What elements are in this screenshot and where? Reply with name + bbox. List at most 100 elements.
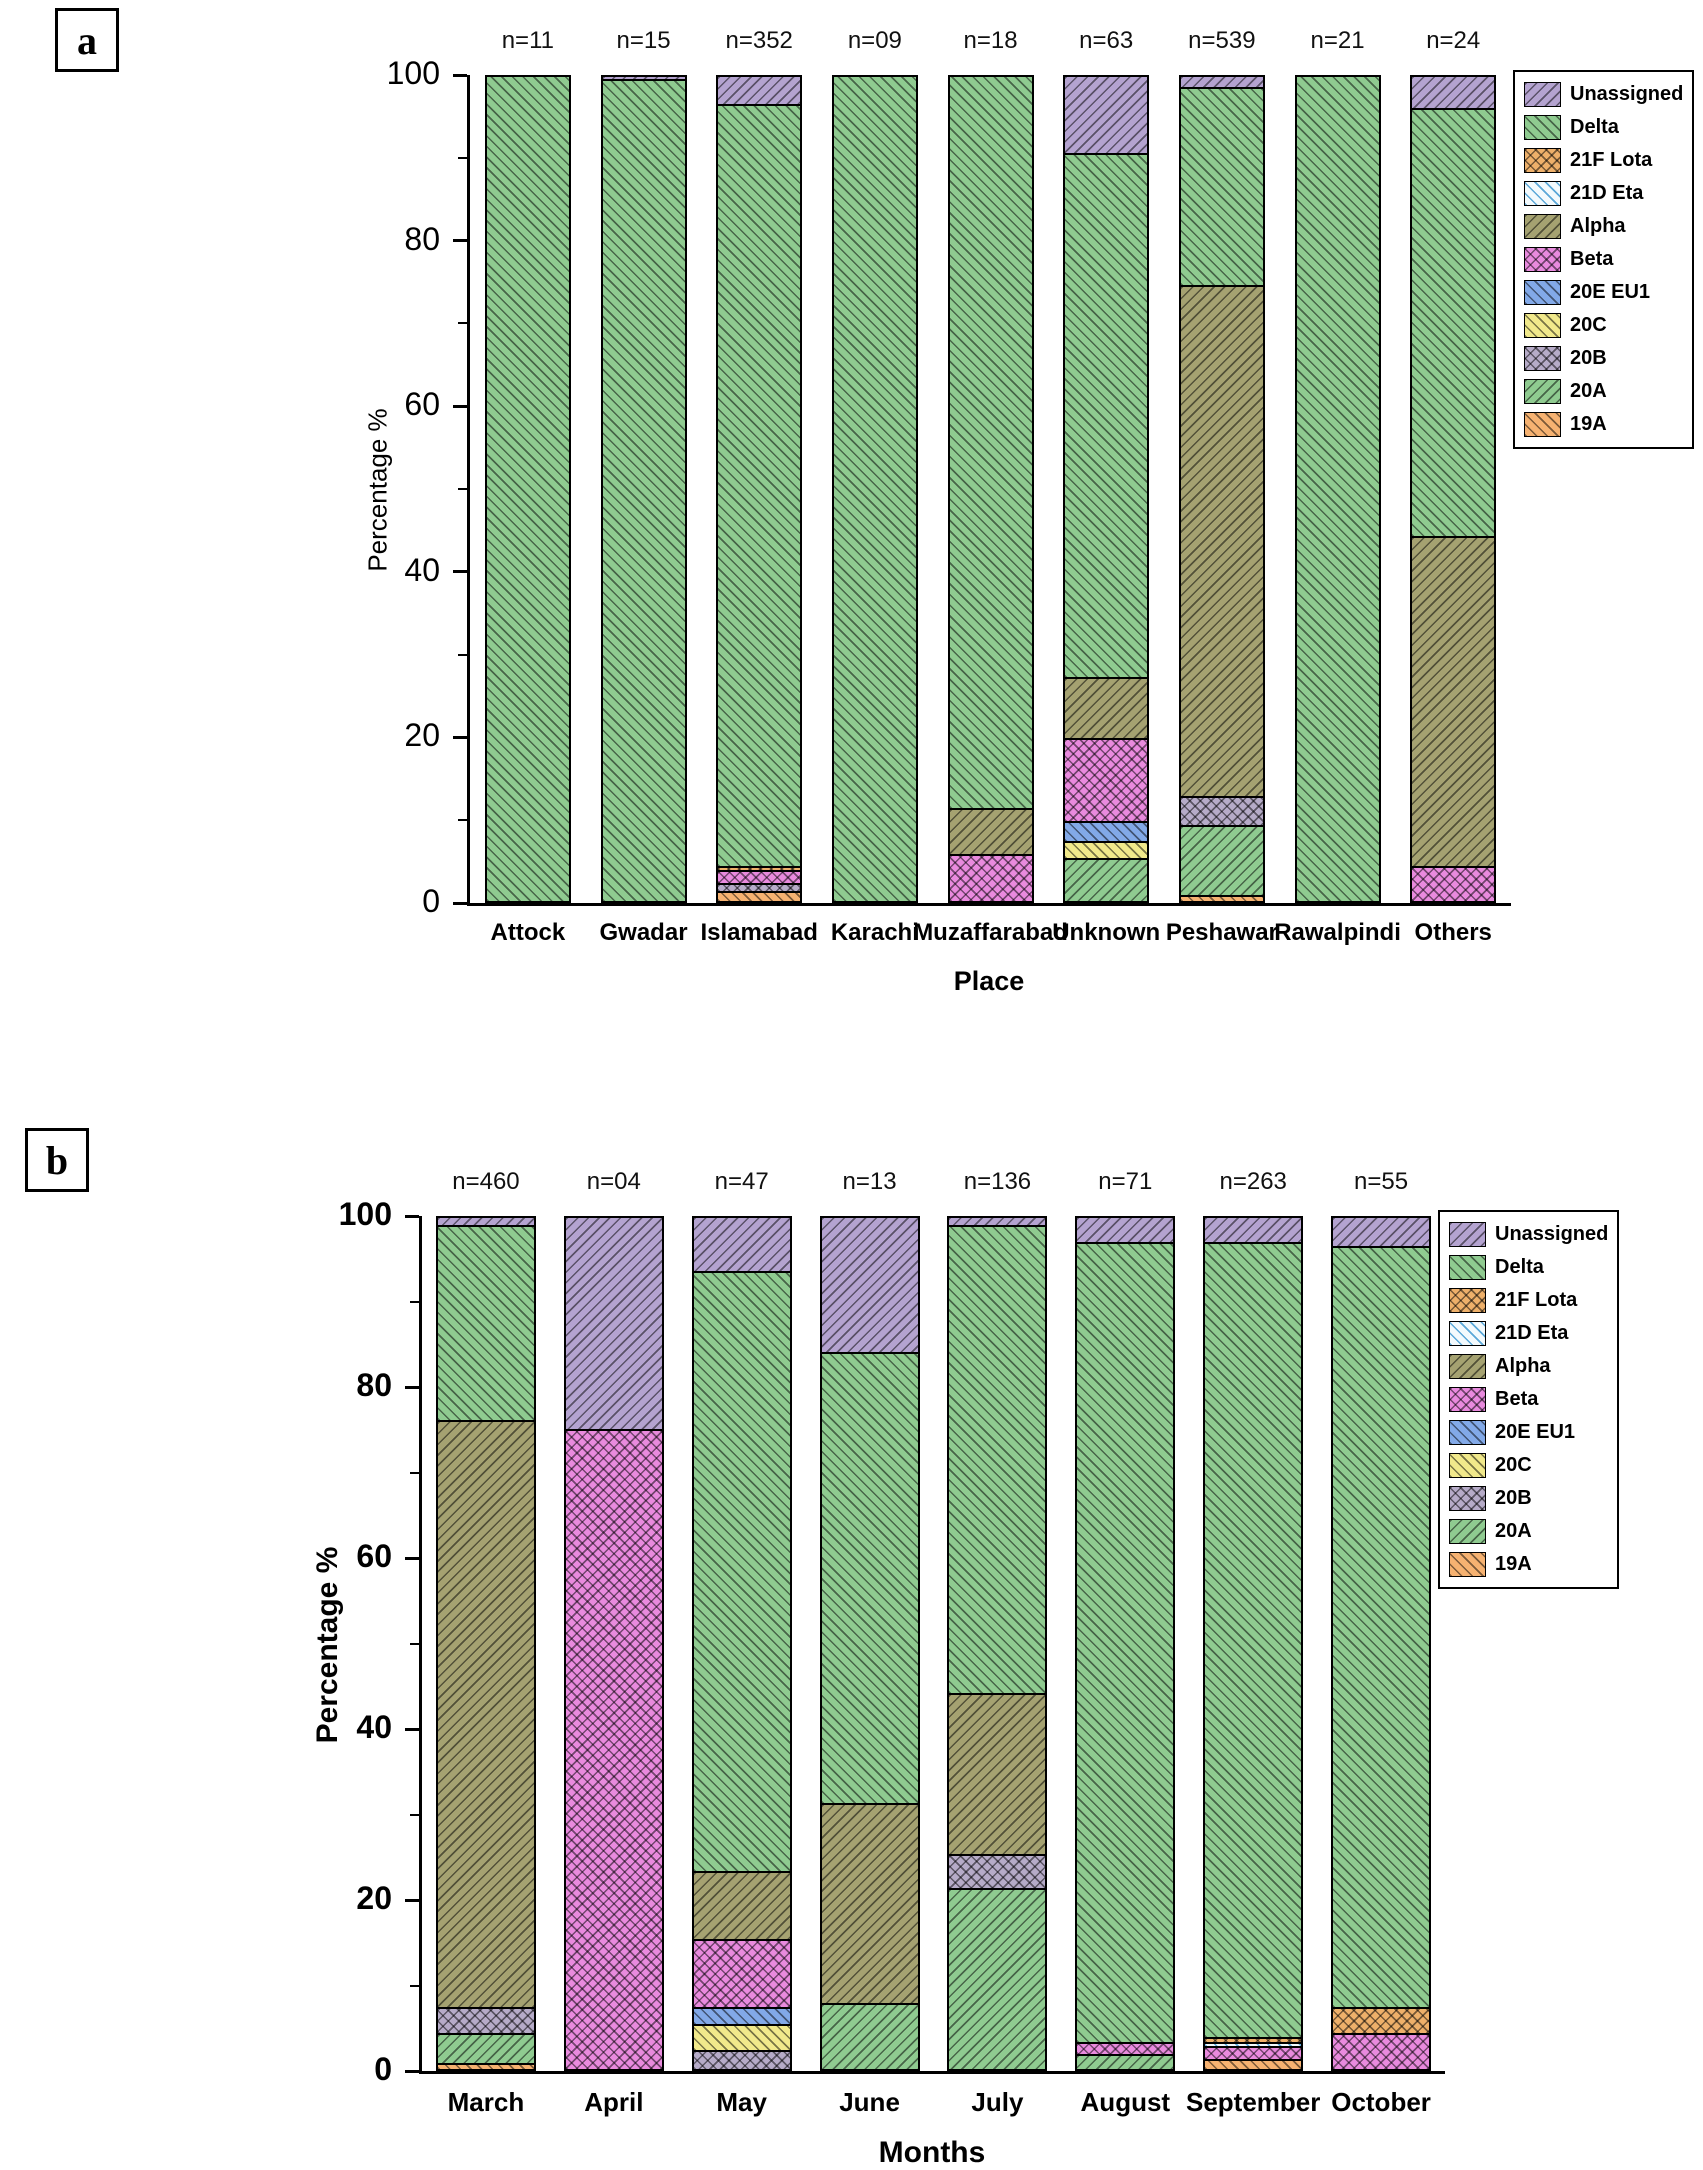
bar-segment-21d-eta xyxy=(1205,2043,1302,2048)
legend-label: Beta xyxy=(1495,1388,1539,1410)
y-minor-tick xyxy=(410,1471,419,1474)
bar-slot: n=11 Attock xyxy=(470,27,586,946)
stacked-bar xyxy=(819,1216,920,2071)
bar-n-label: n=15 xyxy=(616,27,671,54)
bar-segment-beta xyxy=(693,1941,790,2010)
stacked-bar xyxy=(831,75,918,903)
legend-swatch xyxy=(1449,1387,1486,1412)
bar-segment-20b xyxy=(693,2051,790,2069)
legend-swatch xyxy=(1449,1486,1486,1511)
y-minor-tick xyxy=(458,488,467,490)
bar-segment-beta xyxy=(718,872,801,885)
x-tick-label: Gwadar xyxy=(599,919,688,946)
y-tick-label: 20 xyxy=(356,1880,392,1916)
bar-segment-delta xyxy=(1412,109,1495,539)
bar-segment-20a xyxy=(1077,2056,1174,2069)
bar-slot: n=460 March xyxy=(422,1168,550,2117)
bar-segment-beta xyxy=(565,1430,662,2069)
y-tick-label: 0 xyxy=(422,883,440,919)
bar-segment-alpha xyxy=(821,1805,918,2006)
bar-segment-delta xyxy=(1333,1247,1430,2010)
y-major-tick xyxy=(453,735,467,739)
bar-segment-delta xyxy=(1296,77,1379,901)
bars-row: n=460 March n=04 April n=47 May n=13 June n=136 J… xyxy=(422,1168,1445,2117)
plot-area-a: 0 20 40 60 80 100 n=11 Attock n=15 Gwadar n=352 Isl… xyxy=(387,27,1511,946)
legend-label: Alpha xyxy=(1495,1355,1551,1377)
bar-segment-alpha xyxy=(437,1422,534,2010)
bar-segment-delta xyxy=(602,81,685,901)
y-tick-label: 60 xyxy=(404,386,440,423)
bar-segment-unassigned xyxy=(437,1218,534,1227)
legend-entry: Alpha xyxy=(1524,211,1683,242)
legend-entry: Unassigned xyxy=(1449,1219,1608,1250)
bars-row: n=11 Attock n=15 Gwadar n=352 Islamabad n=09 Ka… xyxy=(470,27,1511,946)
y-major-tick xyxy=(405,1556,419,1560)
x-axis-title-b: Months xyxy=(878,2136,986,2169)
bar-slot: n=13 June xyxy=(806,1168,934,2117)
bar-slot: n=55 October xyxy=(1317,1168,1445,2117)
x-tick-label: August xyxy=(1080,2087,1171,2117)
bar-slot: n=263 September xyxy=(1186,1168,1320,2117)
y-tick-label: 80 xyxy=(356,1367,392,1403)
bar-segment-20a xyxy=(437,2034,534,2065)
y-minor-tick xyxy=(458,819,467,822)
y-minor-tick xyxy=(410,1642,419,1645)
legend-swatch xyxy=(1449,1255,1486,1280)
x-tick-label: Islamabad xyxy=(700,919,818,946)
bar-slot: n=09 Karachi xyxy=(817,27,933,946)
bar-segment-delta xyxy=(949,1226,1046,1695)
x-tick-label: July xyxy=(971,2087,1024,2117)
legend-swatch xyxy=(1449,1354,1486,1379)
legend-entry: 20B xyxy=(1449,1483,1608,1514)
legend-entry: Beta xyxy=(1449,1384,1608,1415)
legend-label: 21D Eta xyxy=(1570,182,1644,204)
y-minor-tick xyxy=(458,653,467,656)
bar-segment-20e-eu1 xyxy=(693,2009,790,2027)
bar-slot: n=539 Peshawar xyxy=(1164,27,1280,946)
stacked-bar xyxy=(716,75,803,903)
legend-label: 21F Lota xyxy=(1495,1289,1578,1311)
y-major-tick xyxy=(453,901,467,905)
y-minor-tick xyxy=(410,1984,419,1987)
legend-label: 21F Lota xyxy=(1570,149,1653,171)
legend-label: 19A xyxy=(1495,1553,1532,1575)
legend-swatch xyxy=(1449,1552,1486,1577)
stacked-bar xyxy=(1410,75,1497,903)
legend-swatch xyxy=(1524,148,1561,173)
legend-entry: Beta xyxy=(1524,244,1683,275)
legend-swatch xyxy=(1524,82,1561,107)
bar-segment-beta xyxy=(1412,868,1495,901)
stacked-bar xyxy=(435,1216,536,2071)
bar-segment-unassigned xyxy=(821,1218,918,1355)
y-major-tick xyxy=(453,404,467,408)
panel-a-letter: a xyxy=(55,8,119,72)
plot-area-b: 0 20 40 60 80 100 n=460 March n=04 April n=47 May n=… xyxy=(339,1168,1445,2117)
bar-segment-beta xyxy=(1077,2043,1174,2057)
x-tick-label: Karachi xyxy=(830,919,919,946)
bar-segment-delta xyxy=(437,1226,534,1423)
legend-entry: 21F Lota xyxy=(1449,1285,1608,1316)
bar-slot: n=47 May xyxy=(678,1168,806,2117)
y-tick-label: 60 xyxy=(356,1538,392,1574)
legend-label: 19A xyxy=(1570,413,1607,435)
legend-swatch xyxy=(1524,115,1561,140)
legend-entry: 20E EU1 xyxy=(1524,277,1683,308)
x-tick-label: April xyxy=(584,2087,644,2117)
bar-segment-alpha xyxy=(693,1873,790,1942)
bar-n-label: n=352 xyxy=(725,27,793,54)
legend-entry: 21D Eta xyxy=(1449,1318,1608,1349)
bar-n-label: n=13 xyxy=(842,1168,897,1195)
bar-segment-19a xyxy=(437,2064,534,2069)
legend-swatch xyxy=(1524,379,1561,404)
bar-segment-21f-lota xyxy=(718,868,801,873)
legend-label: 20C xyxy=(1570,314,1607,336)
bar-slot: n=136 July xyxy=(934,1168,1062,2117)
bar-slot: n=21 Rawalpindi xyxy=(1274,27,1401,946)
bar-n-label: n=09 xyxy=(847,27,902,54)
bar-segment-unassigned xyxy=(602,77,685,82)
x-tick-label: Others xyxy=(1414,919,1492,946)
stacked-bar xyxy=(563,1216,664,2071)
legend-entry: Delta xyxy=(1524,112,1683,143)
legend-swatch xyxy=(1524,280,1561,305)
bar-segment-delta xyxy=(1180,89,1263,288)
